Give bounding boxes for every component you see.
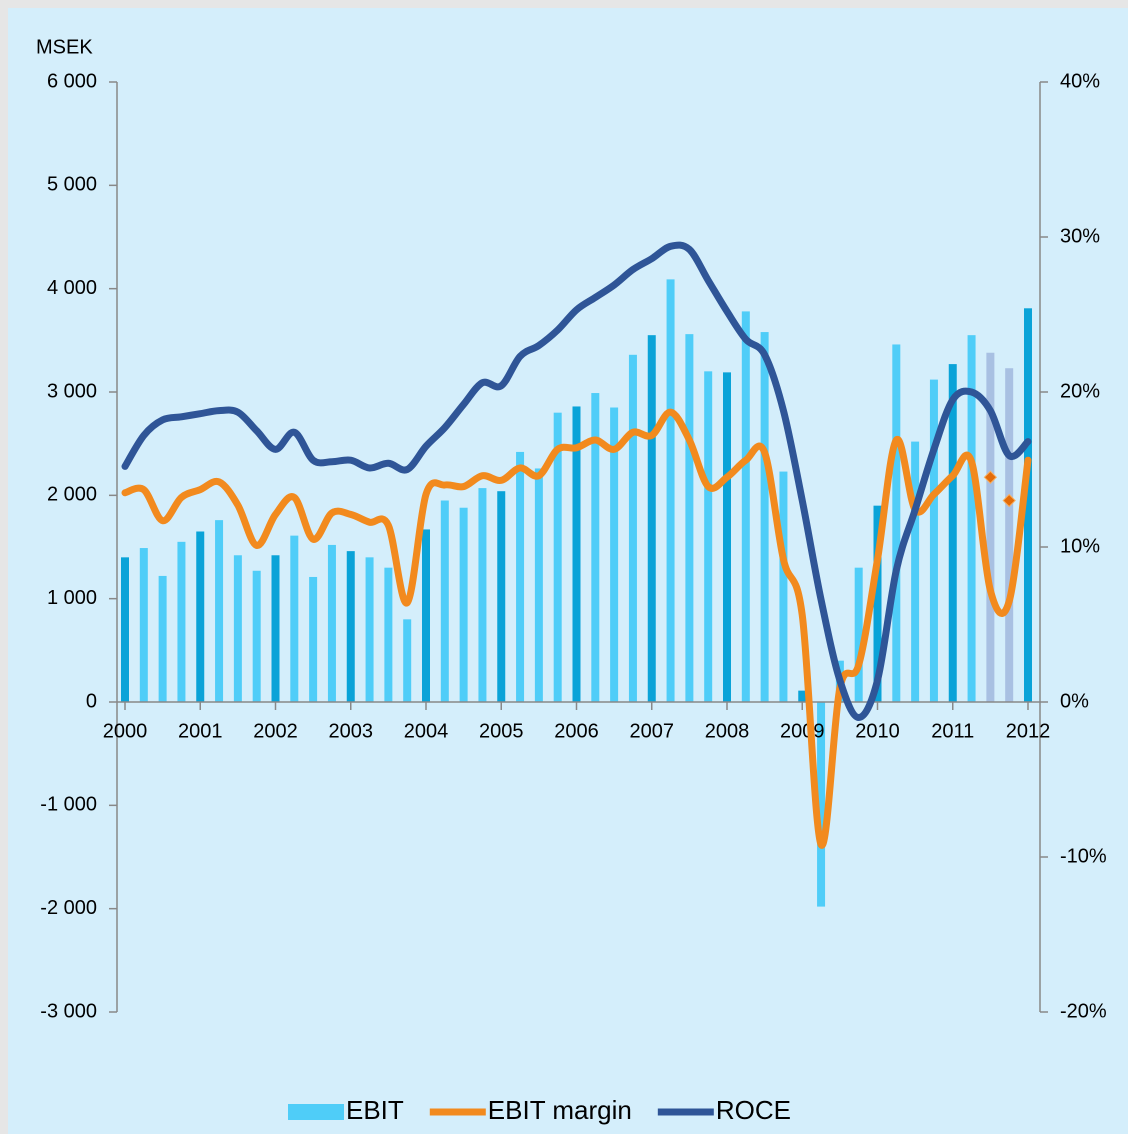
bar bbox=[252, 570, 261, 702]
bar bbox=[817, 702, 826, 907]
y-tick-label: 5 000 bbox=[47, 174, 97, 196]
bar bbox=[497, 491, 506, 702]
bar bbox=[741, 311, 750, 702]
bar bbox=[929, 379, 938, 702]
bar bbox=[384, 567, 393, 702]
y2-tick-label: 0% bbox=[1060, 690, 1089, 712]
bar bbox=[290, 535, 299, 702]
bar bbox=[516, 451, 525, 702]
y2-tick-label: 10% bbox=[1060, 535, 1100, 557]
bar bbox=[1005, 368, 1014, 702]
bar bbox=[271, 555, 280, 702]
bar bbox=[704, 371, 713, 702]
bar bbox=[403, 619, 412, 702]
x-tick-label: 2012 bbox=[1006, 720, 1051, 742]
x-tick-label: 2001 bbox=[178, 720, 223, 742]
legend-label: EBIT margin bbox=[488, 1095, 632, 1125]
bar bbox=[309, 576, 318, 702]
bar bbox=[911, 441, 920, 702]
y2-tick-label: 40% bbox=[1060, 70, 1100, 92]
y2-tick-label: 20% bbox=[1060, 380, 1100, 402]
x-tick-label: 2000 bbox=[103, 720, 148, 742]
bar bbox=[572, 406, 581, 702]
bar bbox=[215, 520, 224, 702]
bar bbox=[327, 544, 336, 702]
bar bbox=[440, 500, 449, 702]
x-tick-label: 2010 bbox=[855, 720, 900, 742]
bar bbox=[610, 407, 619, 702]
x-tick-label: 2011 bbox=[931, 720, 974, 742]
bar bbox=[873, 505, 882, 702]
bar bbox=[892, 344, 901, 702]
x-tick-label: 2009 bbox=[780, 720, 825, 742]
y2-tick-label: 30% bbox=[1060, 225, 1100, 247]
bar bbox=[723, 372, 731, 702]
y-tick-label: 3 000 bbox=[47, 380, 97, 402]
y-tick-label: 4 000 bbox=[47, 277, 97, 299]
bar bbox=[196, 531, 205, 702]
x-tick-label: 2003 bbox=[329, 720, 374, 742]
bar bbox=[478, 488, 487, 702]
y-tick-label: 0 bbox=[86, 690, 97, 712]
x-tick-label: 2005 bbox=[479, 720, 524, 742]
bar bbox=[967, 335, 976, 702]
bar bbox=[628, 354, 637, 702]
bar bbox=[346, 551, 355, 702]
background bbox=[8, 8, 1128, 1134]
bar bbox=[685, 334, 694, 702]
y-tick-label: 1 000 bbox=[47, 587, 97, 609]
x-tick-label: 2002 bbox=[253, 720, 298, 742]
x-tick-label: 2007 bbox=[630, 720, 675, 742]
line bbox=[121, 241, 1032, 721]
bar bbox=[760, 332, 769, 702]
marker bbox=[1002, 493, 1016, 508]
legend-label: EBIT bbox=[346, 1095, 404, 1125]
y-axis-title: MSEK bbox=[36, 36, 93, 58]
y-tick-label: -3 000 bbox=[40, 1000, 97, 1022]
bar bbox=[534, 468, 543, 702]
bar bbox=[422, 529, 430, 702]
legend-swatch bbox=[288, 1104, 344, 1120]
x-tick-label: 2004 bbox=[404, 720, 449, 742]
bar bbox=[158, 575, 167, 702]
bar bbox=[666, 279, 675, 702]
bar bbox=[233, 555, 242, 702]
bar bbox=[986, 352, 995, 702]
y-tick-label: -2 000 bbox=[40, 897, 97, 919]
bar bbox=[1024, 308, 1032, 702]
y-tick-label: 6 000 bbox=[47, 70, 97, 92]
bar bbox=[779, 471, 788, 702]
line bbox=[121, 408, 1032, 849]
bar bbox=[798, 690, 807, 702]
x-tick-label: 2006 bbox=[554, 720, 599, 742]
y2-tick-label: -10% bbox=[1060, 845, 1107, 867]
bar bbox=[854, 567, 863, 702]
bar bbox=[139, 548, 148, 702]
bar bbox=[591, 393, 600, 702]
bar bbox=[177, 541, 186, 702]
bar bbox=[647, 335, 656, 702]
bar bbox=[948, 364, 957, 702]
bar bbox=[365, 557, 374, 702]
marker bbox=[983, 470, 998, 484]
bar bbox=[121, 557, 129, 702]
legend-label: ROCE bbox=[716, 1095, 791, 1125]
bar bbox=[459, 507, 468, 702]
y-tick-label: 2 000 bbox=[47, 484, 97, 506]
y-tick-label: -1 000 bbox=[40, 794, 97, 816]
x-tick-label: 2008 bbox=[705, 720, 750, 742]
bar bbox=[553, 412, 562, 702]
y2-tick-label: -20% bbox=[1060, 1000, 1107, 1022]
